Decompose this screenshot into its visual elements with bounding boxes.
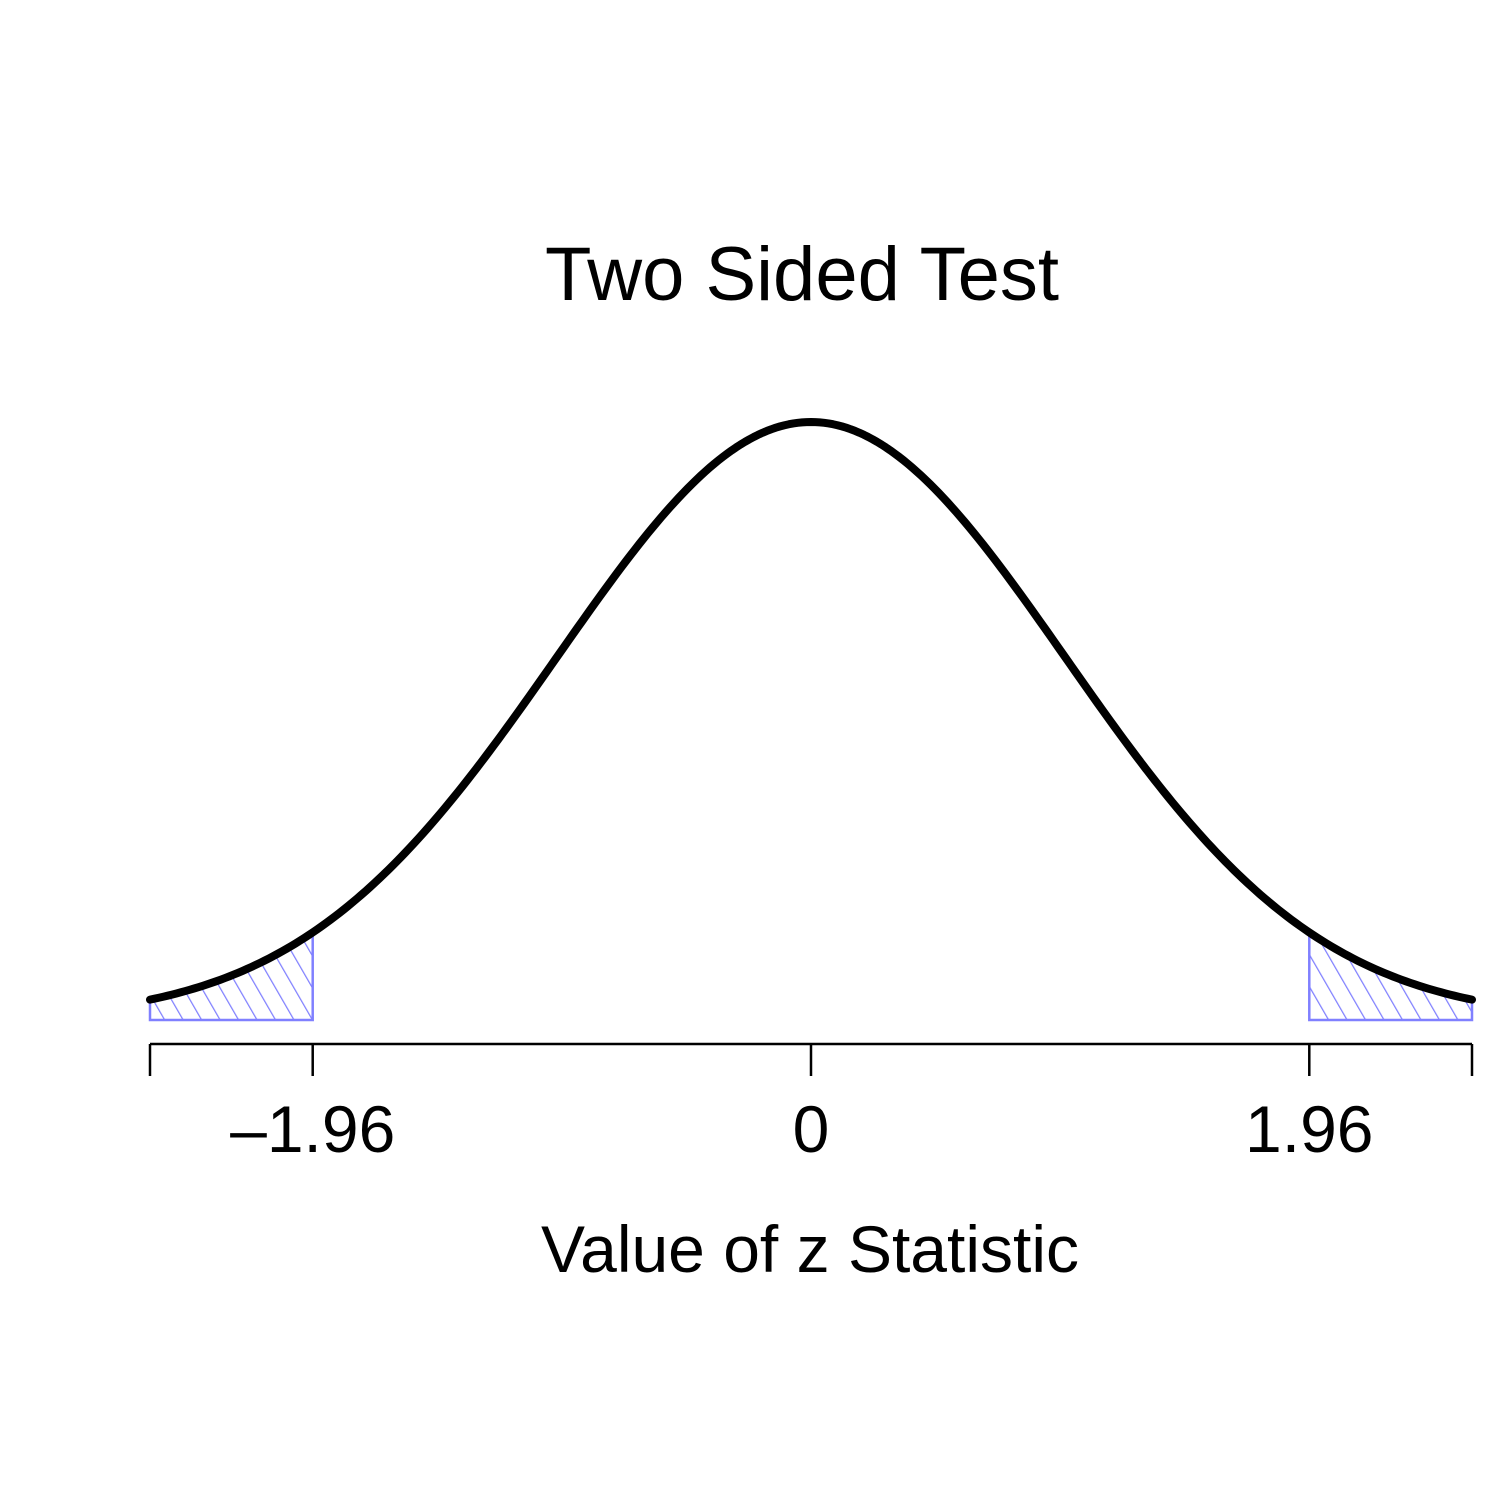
x-axis-ticks: –1.96 0 1.96 [148, 1044, 1474, 1166]
chart-title: Two Sided Test [545, 232, 1059, 317]
x-tick-label: 0 [793, 1092, 830, 1166]
x-tick-label: 1.96 [1245, 1092, 1373, 1166]
x-tick-label: –1.96 [230, 1092, 395, 1166]
density-curve [146, 418, 1476, 1004]
rejection-regions [148, 930, 1474, 1022]
x-axis-title: Value of z Statistic [541, 1212, 1079, 1286]
density-curve-group [146, 418, 1476, 1004]
